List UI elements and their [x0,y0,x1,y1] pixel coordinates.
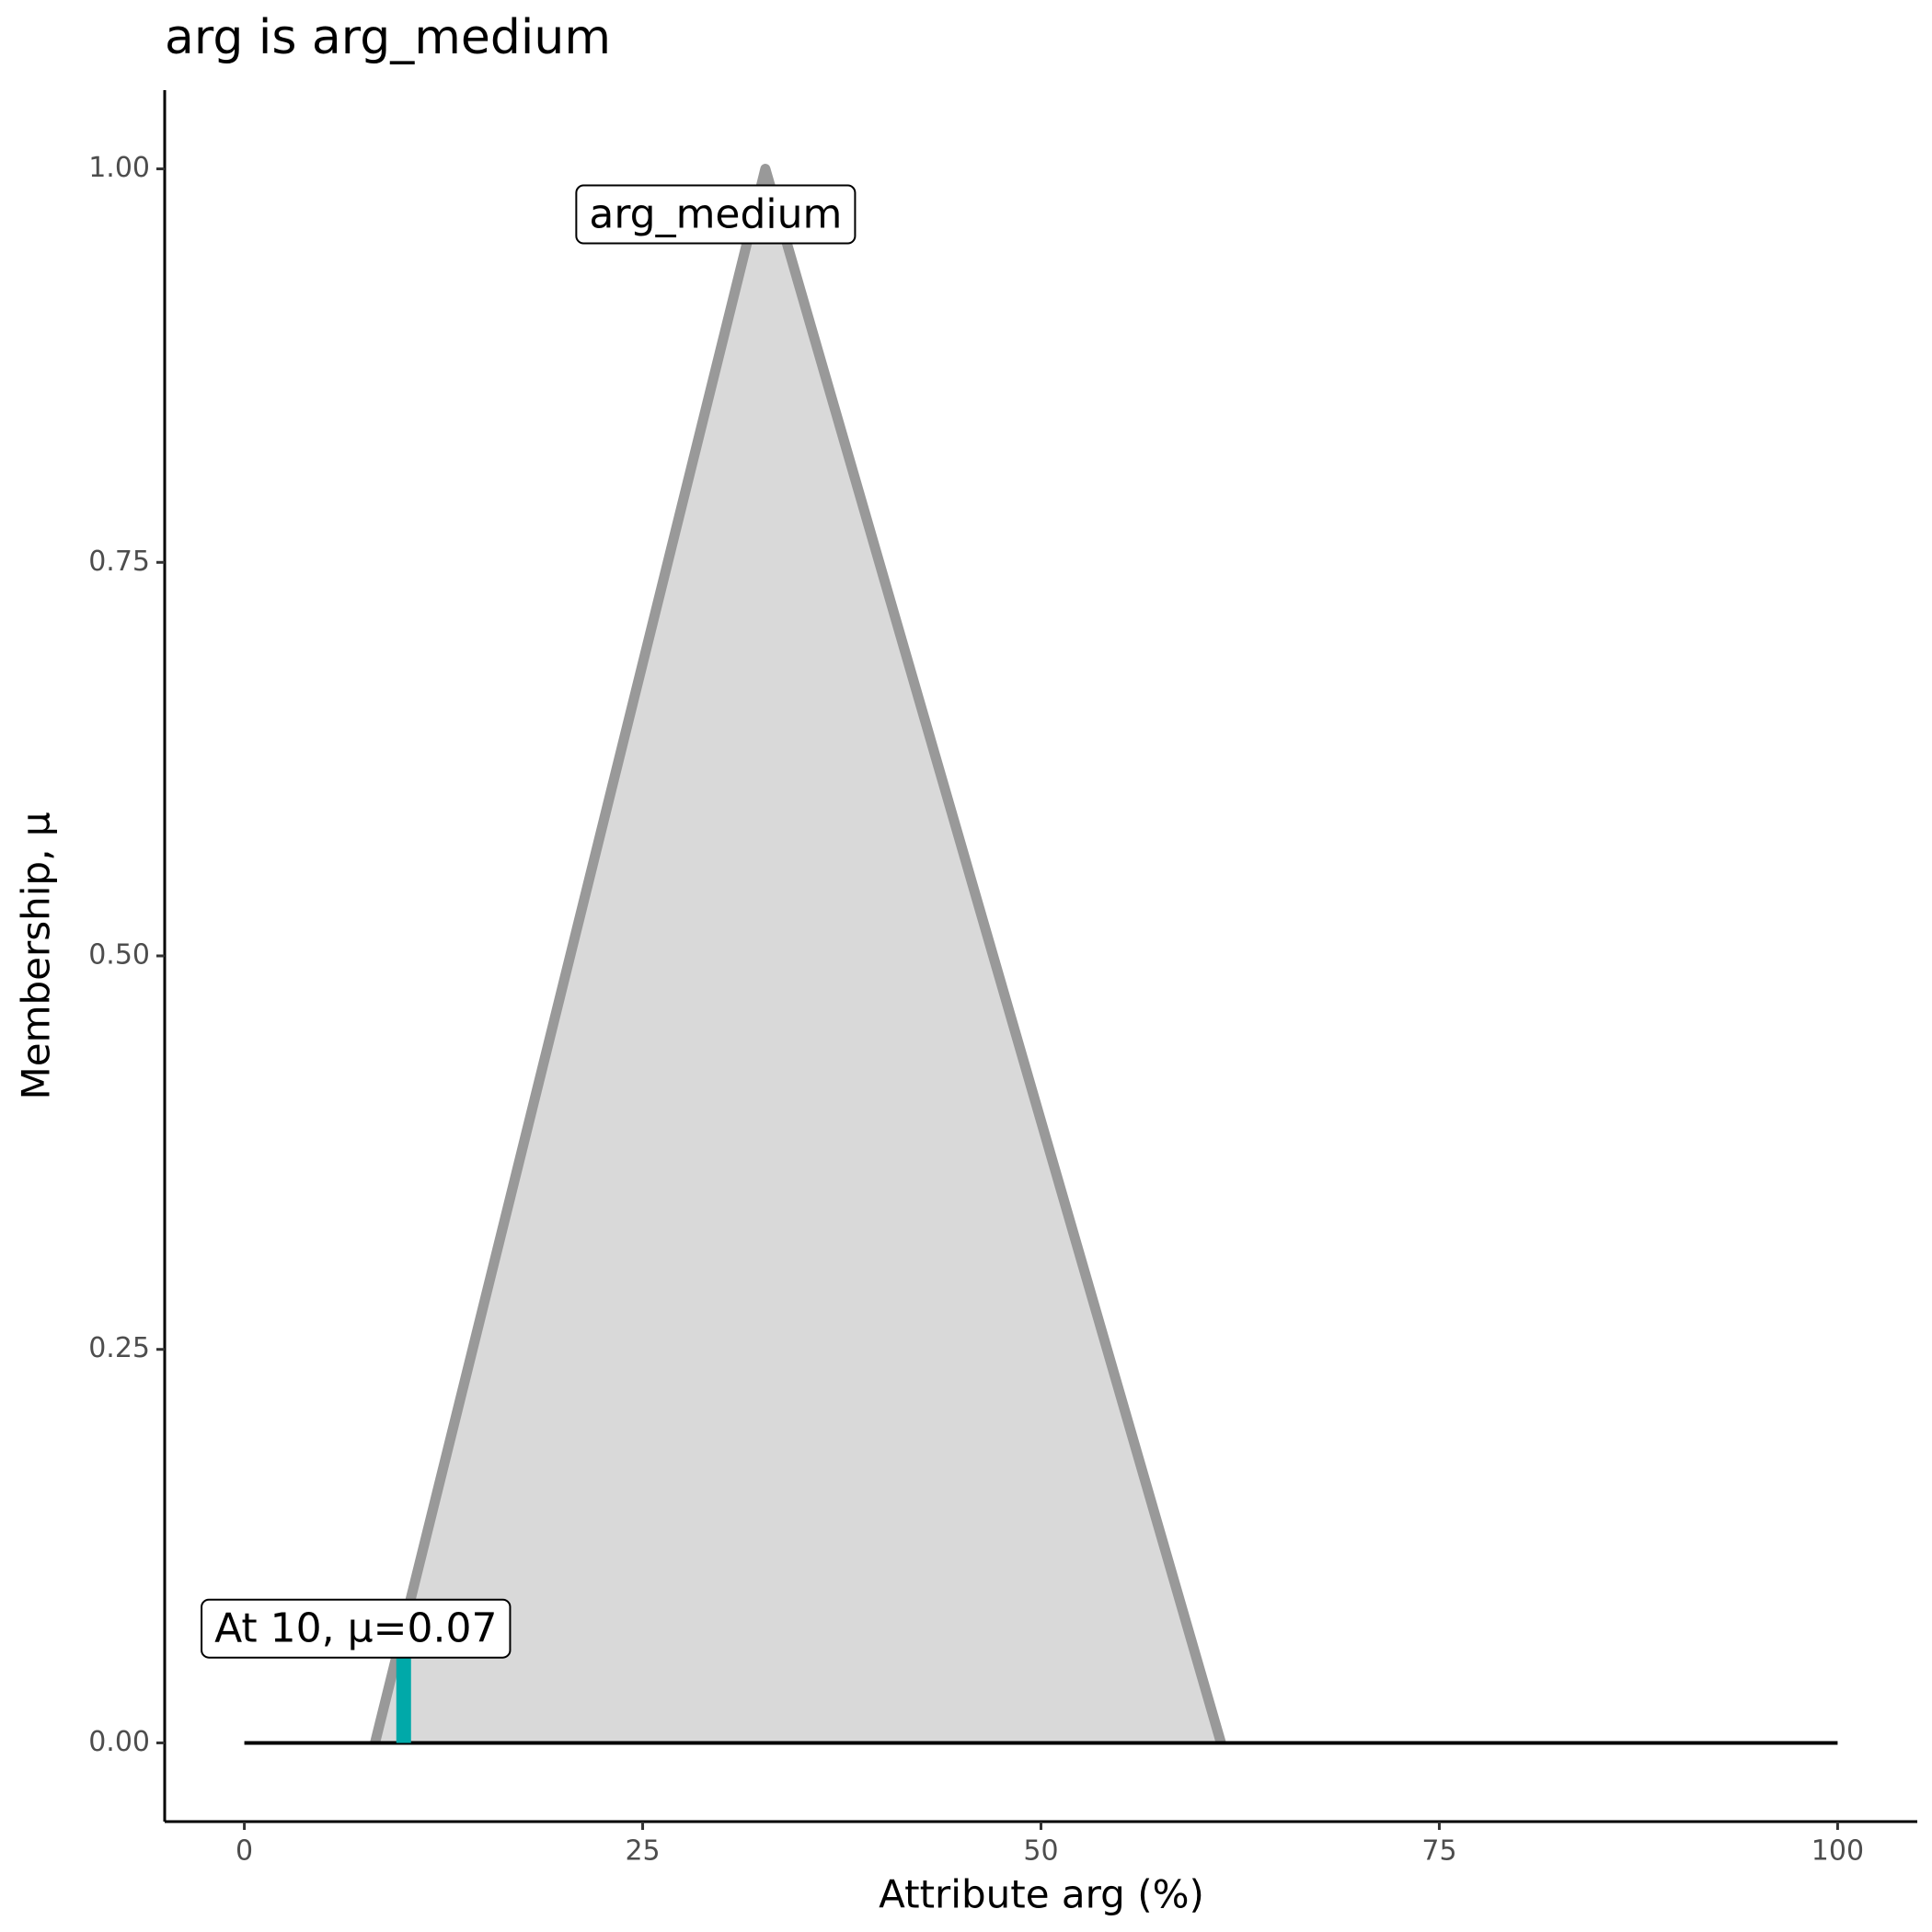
area-fill [374,168,1222,1743]
x-tick-label: 100 [1811,1835,1864,1868]
highlight-label-box [201,1598,512,1659]
y-tick-label: 0.25 [88,1332,150,1364]
y-axis-title: Membership, μ [14,811,59,1099]
x-tick-label: 25 [625,1835,660,1868]
x-tick-label: 0 [236,1835,253,1868]
highlight-label-group: At 10, μ=0.07 [201,1598,512,1659]
highlight-label: At 10, μ=0.07 [214,1605,497,1652]
x-axis-title: Attribute arg (%) [879,1872,1204,1917]
series-label: arg_medium [589,191,842,238]
x-tick-label: 75 [1421,1835,1456,1868]
y-tick-label: 0.00 [88,1726,150,1758]
y-tick-label: 1.00 [88,152,150,184]
y-tick-label: 0.50 [88,939,150,972]
chart-title: arg is arg_medium [165,10,611,65]
y-tick-label: 0.75 [88,546,150,578]
membership-line [370,164,1226,1744]
x-tick-label: 50 [1023,1835,1058,1868]
series-label-box [575,184,857,245]
series-label-group: arg_medium [575,184,857,245]
